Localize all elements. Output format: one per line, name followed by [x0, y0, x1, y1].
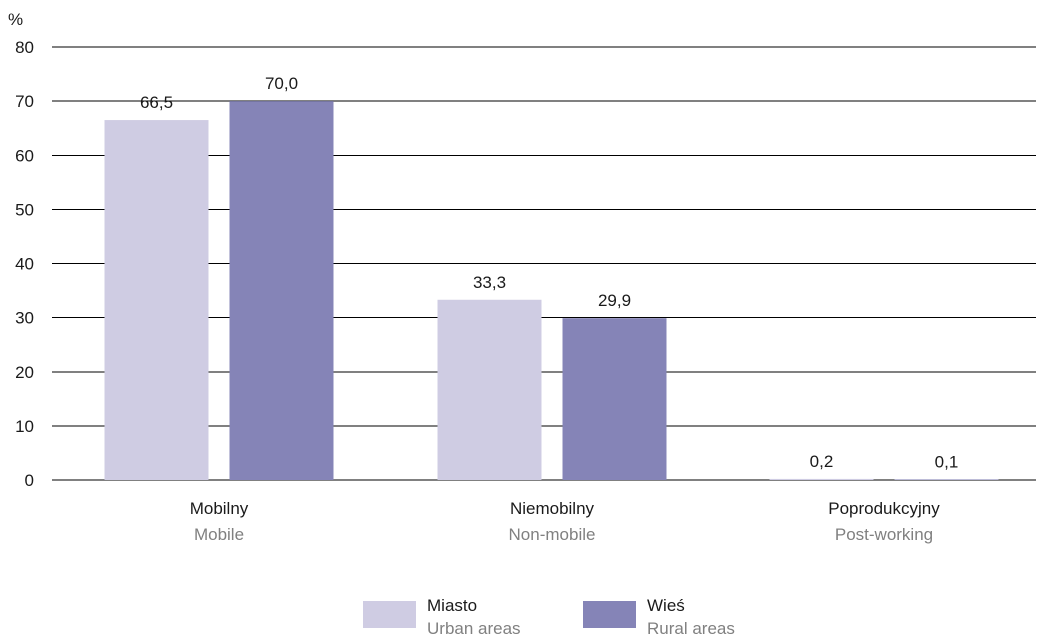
x-category-sublabel: Post-working — [835, 525, 933, 544]
bar — [894, 479, 999, 480]
bars — [104, 101, 999, 480]
value-labels: 66,5 70,0 33,3 29,9 0,2 0,1 — [140, 74, 958, 471]
gridlines — [52, 46, 1036, 481]
y-tick-label: 10 — [15, 417, 34, 436]
value-label: 33,3 — [473, 273, 506, 292]
y-tick-label: 20 — [15, 363, 34, 382]
x-category-sublabel: Non-mobile — [509, 525, 596, 544]
legend-swatch — [583, 601, 636, 628]
y-tick-label: 50 — [15, 200, 34, 219]
legend-sublabel: Urban areas — [427, 619, 521, 638]
value-label: 0,2 — [810, 452, 834, 471]
bar — [562, 318, 667, 480]
legend-sublabel: Rural areas — [647, 619, 735, 638]
value-label: 29,9 — [598, 291, 631, 310]
x-category-label: Mobilny — [190, 499, 249, 518]
y-tick-label: 40 — [15, 255, 34, 274]
x-category-sublabel: Mobile — [194, 525, 244, 544]
value-label: 0,1 — [935, 452, 959, 471]
y-tick-label: 0 — [25, 471, 34, 490]
x-category-label: Poprodukcyjny — [828, 499, 940, 518]
axes: % 0 10 20 30 40 50 60 70 80 — [8, 10, 34, 490]
legend-label: Miasto — [427, 596, 477, 615]
legend: Miasto Urban areas Wieś Rural areas — [363, 596, 735, 638]
y-tick-label: 30 — [15, 309, 34, 328]
bar — [104, 120, 209, 480]
bar — [229, 101, 334, 480]
value-label: 66,5 — [140, 93, 173, 112]
y-tick-label: 70 — [15, 92, 34, 111]
y-tick-label: 80 — [15, 38, 34, 57]
x-category-label: Niemobilny — [510, 499, 595, 518]
y-tick-label: 60 — [15, 146, 34, 165]
bar — [769, 478, 874, 480]
y-axis-unit-label: % — [8, 10, 23, 29]
value-label: 70,0 — [265, 74, 298, 93]
bar — [437, 299, 542, 480]
category-labels: Mobilny Mobile Niemobilny Non-mobile Poprodu… — [190, 499, 941, 544]
legend-label: Wieś — [647, 596, 685, 615]
legend-swatch — [363, 601, 416, 628]
